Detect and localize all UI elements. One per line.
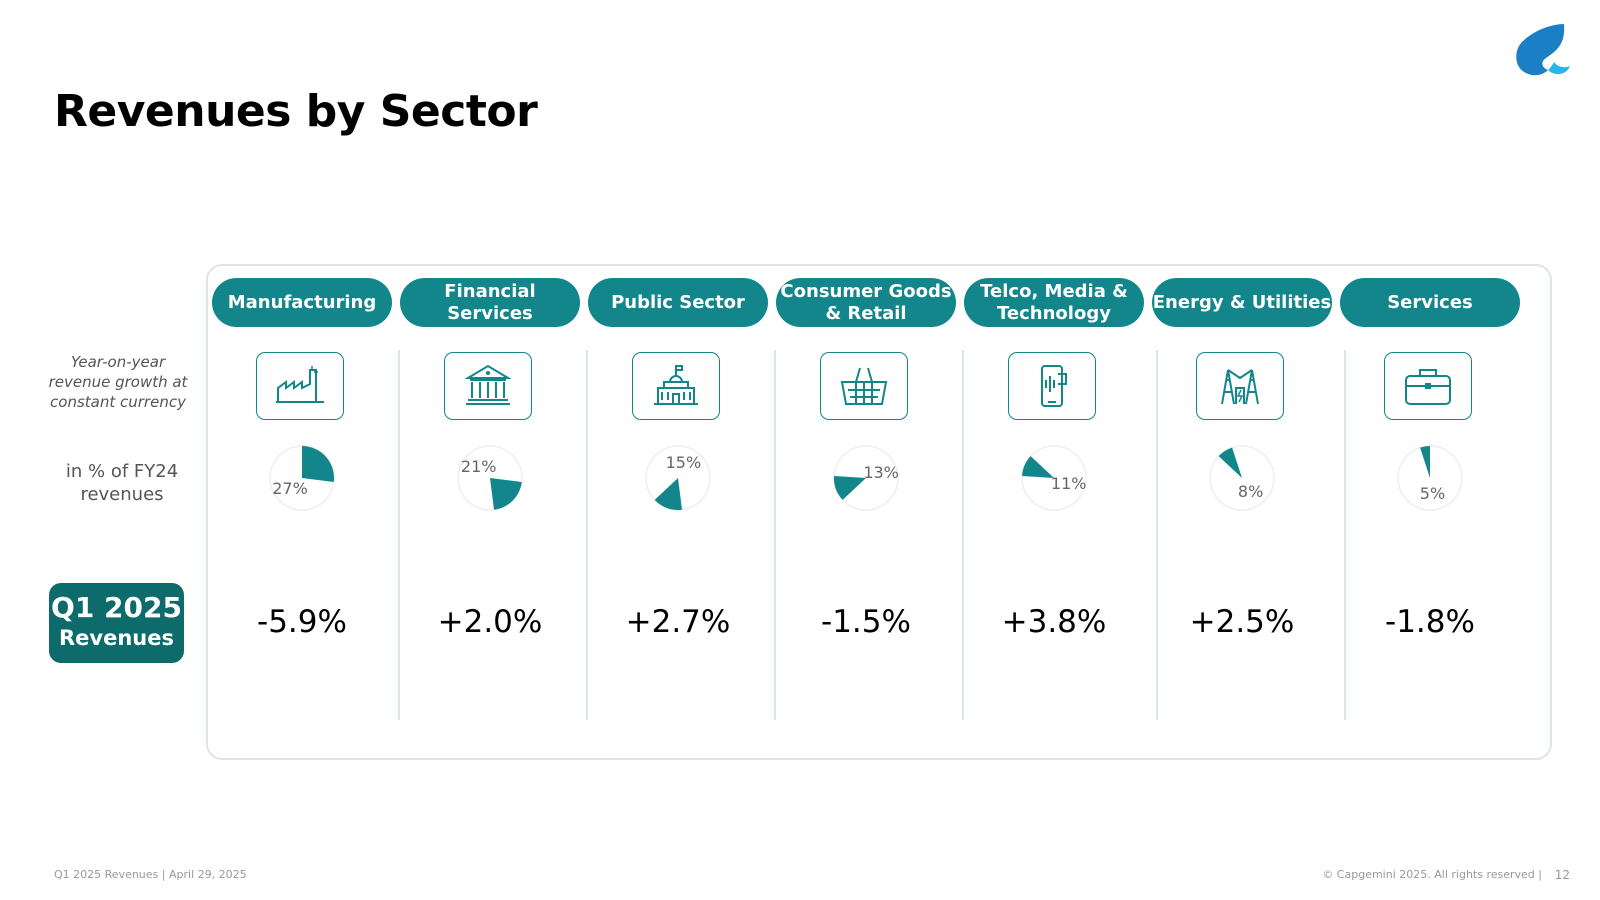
badge-period: Q1 2025 — [51, 591, 182, 624]
sector-name: Energy & Utilities — [1152, 278, 1332, 327]
share-pie — [833, 445, 899, 511]
column-divider — [774, 350, 776, 720]
sector-name: Services — [1340, 278, 1520, 327]
share-pie — [1397, 445, 1463, 511]
sector-column: Energy & Utilities 8% +2.5% — [1146, 264, 1338, 760]
government-building-icon — [632, 352, 720, 420]
share-wedge — [490, 478, 522, 510]
share-label: 5% — [1419, 483, 1446, 503]
sector-column: Public Sector 15% +2.7% — [582, 264, 774, 760]
sector-column: Consumer Goods & Retail 13% -1.5% — [770, 264, 962, 760]
sector-name: Financial Services — [400, 278, 580, 327]
yoy-growth-value: +3.8% — [1001, 604, 1107, 640]
sector-column: Manufacturing 27% -5.9% — [206, 264, 398, 760]
column-divider — [1156, 350, 1158, 720]
sector-column: Financial Services 21% +2.0% — [394, 264, 586, 760]
page-number: 12 — [1554, 868, 1570, 882]
column-divider — [962, 350, 964, 720]
share-label: 15% — [665, 452, 702, 472]
sector-name: Consumer Goods & Retail — [776, 278, 956, 327]
sector-panel — [206, 264, 1552, 760]
capgemini-logo-icon — [1516, 24, 1570, 76]
page-title: Revenues by Sector — [54, 86, 538, 137]
power-pylon-icon — [1196, 352, 1284, 420]
revenue-share-label: in % of FY24 revenues — [65, 461, 179, 505]
column-divider — [586, 350, 588, 720]
share-pie — [269, 445, 335, 511]
sector-column: Telco, Media & Technology 11% +3.8% — [958, 264, 1150, 760]
share-label: 8% — [1237, 481, 1264, 501]
share-wedge — [1022, 456, 1054, 478]
share-label: 27% — [272, 478, 308, 498]
sector-name: Public Sector — [588, 278, 768, 327]
sector-name: Manufacturing — [212, 278, 392, 327]
column-divider — [1344, 350, 1346, 720]
factory-icon — [256, 352, 344, 420]
yoy-growth-value: -1.8% — [1385, 604, 1475, 640]
share-pie — [457, 445, 523, 511]
share-label: 13% — [863, 462, 899, 482]
share-wedge — [302, 446, 335, 483]
yoy-growth-value: +2.7% — [625, 604, 731, 640]
smartphone-icon — [1008, 352, 1096, 420]
badge-caption: Revenues — [59, 626, 174, 650]
yoy-growth-value: +2.0% — [437, 604, 543, 640]
yoy-growth-value: -1.5% — [821, 604, 911, 640]
share-wedge — [1420, 446, 1430, 478]
yoy-growth-label: Year-on-year revenue growth at constant … — [48, 353, 188, 411]
yoy-growth-value: -5.9% — [257, 604, 347, 640]
footer-copyright: © Capgemini 2025. All rights reserved | — [1322, 868, 1542, 881]
bank-icon — [444, 352, 532, 420]
share-pie — [1021, 445, 1087, 511]
q1-revenues-badge: Q1 2025 Revenues — [49, 583, 184, 663]
column-divider — [398, 350, 400, 720]
yoy-growth-value: +2.5% — [1189, 604, 1295, 640]
footer-date: Q1 2025 Revenues | April 29, 2025 — [54, 868, 247, 881]
sector-column: Services 5% -1.8% — [1334, 264, 1526, 760]
share-label: 21% — [460, 456, 497, 476]
share-wedge — [833, 475, 866, 500]
share-wedge — [654, 478, 683, 511]
briefcase-icon — [1384, 352, 1472, 420]
share-pie — [645, 445, 711, 511]
share-wedge — [1218, 447, 1242, 478]
shopping-basket-icon — [820, 352, 908, 420]
sector-name: Telco, Media & Technology — [964, 278, 1144, 327]
share-label: 11% — [1050, 474, 1087, 494]
share-pie — [1209, 445, 1275, 511]
